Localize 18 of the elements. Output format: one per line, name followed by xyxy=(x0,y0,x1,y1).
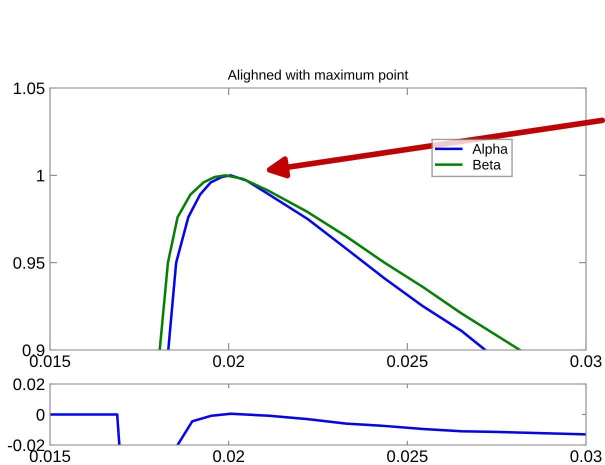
legend-label: Alpha xyxy=(472,144,508,157)
x-tick-label: 0.03 xyxy=(570,355,602,368)
y-tick-label: 0.95 xyxy=(13,257,44,269)
y-tick-label: 0.02 xyxy=(13,378,44,390)
x-tick-label: 0.025 xyxy=(387,355,428,368)
x-tick-label: 0.02 xyxy=(213,355,244,368)
x-tick-label: 0.025 xyxy=(387,450,428,462)
y-tick-label: 0.9 xyxy=(22,344,44,356)
x-tick-label: 0.015 xyxy=(30,450,70,462)
x-tick-label: 0.02 xyxy=(213,450,244,462)
legend-label: Beta xyxy=(474,160,501,170)
y-tick-label: 0 xyxy=(36,408,44,421)
x-tick-label: 0.03 xyxy=(570,450,602,462)
y-tick-label: 1 xyxy=(37,170,44,182)
chart-title: Alighned with maximum point xyxy=(228,70,408,83)
y-tick-label: 1.05 xyxy=(14,82,44,94)
x-tick-label: 0.015 xyxy=(30,355,70,368)
y-tick-label: -0.02 xyxy=(8,439,44,452)
